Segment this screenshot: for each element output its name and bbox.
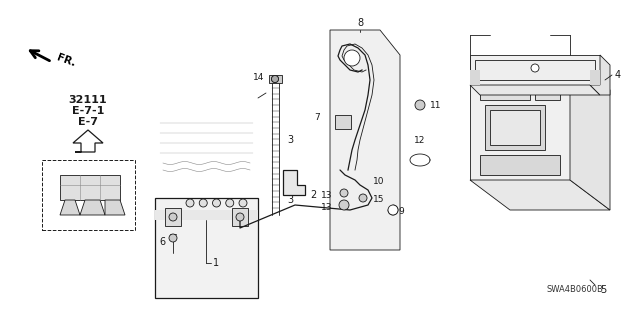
Polygon shape — [470, 85, 600, 95]
Text: 13: 13 — [321, 190, 332, 199]
Polygon shape — [330, 30, 400, 250]
Circle shape — [226, 199, 234, 207]
Polygon shape — [590, 70, 600, 85]
Text: 5: 5 — [600, 285, 606, 295]
Circle shape — [236, 213, 244, 221]
Text: 13: 13 — [321, 203, 332, 211]
Circle shape — [340, 189, 348, 197]
Text: 10: 10 — [373, 177, 385, 187]
Polygon shape — [480, 80, 530, 100]
Polygon shape — [470, 55, 600, 85]
Circle shape — [359, 194, 367, 202]
Text: 1: 1 — [213, 258, 219, 268]
Bar — [42, 160, 135, 230]
Bar — [155, 210, 258, 220]
Circle shape — [271, 76, 278, 83]
Polygon shape — [283, 170, 305, 195]
Circle shape — [169, 234, 177, 242]
Text: 15: 15 — [373, 196, 385, 204]
Text: 6: 6 — [159, 237, 165, 247]
Circle shape — [344, 50, 360, 66]
Circle shape — [186, 199, 194, 207]
Circle shape — [212, 199, 221, 207]
Polygon shape — [535, 80, 560, 100]
Text: SWA4B0600B: SWA4B0600B — [547, 286, 604, 294]
Text: 8: 8 — [357, 18, 363, 28]
Circle shape — [531, 64, 539, 72]
Text: 3: 3 — [287, 135, 293, 145]
Circle shape — [339, 200, 349, 210]
Polygon shape — [485, 105, 545, 150]
Text: 4: 4 — [615, 70, 621, 80]
Text: 3: 3 — [287, 195, 293, 205]
Polygon shape — [60, 200, 80, 215]
Polygon shape — [470, 180, 610, 210]
Bar — [475, 60, 595, 80]
Polygon shape — [470, 60, 570, 180]
Text: 2: 2 — [310, 190, 316, 200]
Bar — [232, 208, 248, 226]
Polygon shape — [570, 60, 610, 210]
Text: E-7-1: E-7-1 — [72, 106, 104, 116]
Polygon shape — [480, 155, 560, 175]
Polygon shape — [105, 200, 125, 215]
Polygon shape — [80, 200, 105, 215]
Text: 12: 12 — [414, 136, 426, 145]
Bar — [165, 208, 181, 226]
Circle shape — [199, 199, 207, 207]
Polygon shape — [60, 175, 120, 200]
Circle shape — [388, 205, 398, 215]
Circle shape — [169, 213, 177, 221]
Bar — [269, 75, 282, 83]
Circle shape — [271, 76, 278, 83]
Bar — [155, 198, 258, 298]
Bar — [335, 115, 351, 129]
Text: 11: 11 — [430, 100, 442, 109]
Circle shape — [415, 100, 425, 110]
Text: FR.: FR. — [55, 52, 77, 68]
Text: 9: 9 — [398, 207, 404, 217]
Text: 32111: 32111 — [68, 95, 108, 105]
Text: 7: 7 — [314, 114, 320, 122]
Polygon shape — [73, 130, 103, 152]
Text: 14: 14 — [253, 73, 264, 83]
Circle shape — [239, 199, 247, 207]
Polygon shape — [490, 110, 540, 145]
Polygon shape — [470, 70, 480, 85]
Text: E-7: E-7 — [78, 117, 98, 127]
Polygon shape — [590, 55, 610, 95]
